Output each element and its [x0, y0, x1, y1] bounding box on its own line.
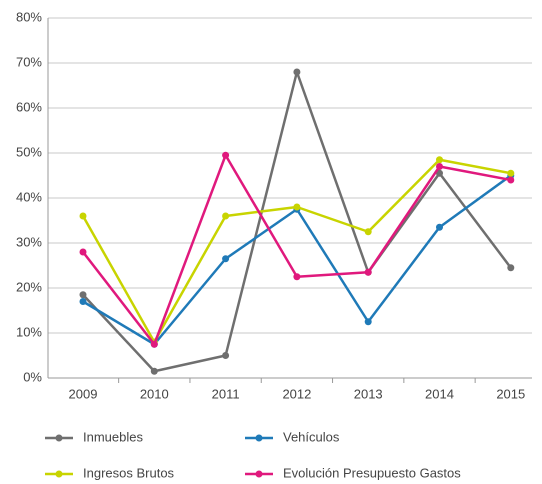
data-point: [79, 212, 87, 220]
data-point: [79, 291, 87, 299]
x-tick-label: 2014: [425, 386, 454, 401]
x-tick-label: 2010: [140, 386, 169, 401]
x-tick-label: 2015: [496, 386, 525, 401]
data-point: [436, 223, 443, 231]
legend-label: Ingresos Brutos: [83, 465, 175, 480]
legend-dot: [55, 470, 63, 478]
data-point: [507, 176, 515, 184]
y-tick-label: 60%: [16, 99, 42, 114]
data-point: [222, 352, 230, 359]
y-tick-label: 40%: [16, 189, 42, 204]
data-point: [436, 169, 443, 177]
data-point: [150, 367, 158, 375]
legend-dot: [255, 470, 263, 478]
series-line: [82, 174, 512, 346]
data-point: [364, 228, 372, 236]
data-point: [364, 318, 372, 326]
legend-label: Evolución Presupuesto Gastos: [283, 465, 461, 480]
data-point: [507, 264, 515, 272]
data-point: [79, 248, 87, 256]
y-tick-label: 0%: [23, 369, 42, 384]
series-line: [81, 158, 512, 344]
data-point: [364, 268, 372, 276]
legend-label: Inmuebles: [83, 429, 143, 444]
x-tick-label: 2009: [69, 386, 98, 401]
y-tick-label: 20%: [16, 279, 42, 294]
legend-dot: [255, 434, 263, 442]
x-tick-label: 2012: [282, 386, 311, 401]
data-point: [436, 163, 443, 170]
data-point: [222, 151, 230, 159]
y-tick-label: 30%: [16, 234, 42, 249]
data-point: [150, 340, 158, 348]
data-point: [79, 298, 87, 305]
legend-dot: [55, 434, 63, 442]
data-point: [436, 156, 443, 164]
legend-label: Vehículos: [283, 429, 340, 444]
data-point: [293, 68, 301, 76]
x-tick-label: 2011: [212, 386, 240, 401]
data-point: [293, 273, 301, 281]
data-point: [507, 169, 515, 177]
y-tick-label: 70%: [16, 54, 42, 69]
y-tick-label: 10%: [16, 324, 42, 339]
y-tick-label: 50%: [16, 144, 42, 159]
y-tick-label: 80%: [16, 9, 42, 24]
data-point: [222, 212, 230, 220]
data-point: [222, 255, 230, 263]
data-point: [293, 203, 301, 211]
x-tick-label: 2013: [354, 386, 383, 401]
